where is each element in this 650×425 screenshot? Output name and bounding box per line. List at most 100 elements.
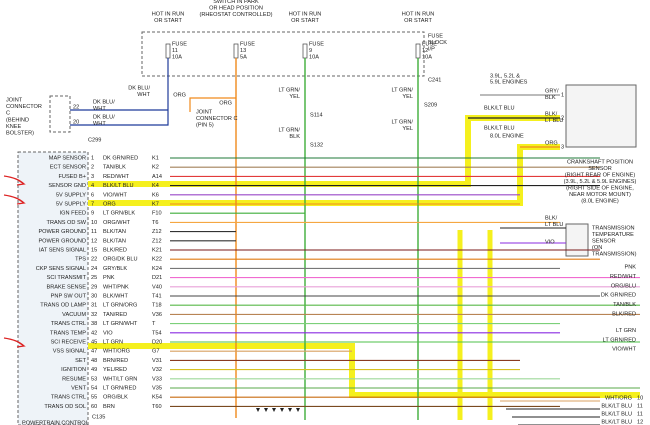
circuit-id: K2 bbox=[152, 165, 159, 171]
circuit-id: T60 bbox=[152, 404, 162, 410]
circuit-id: D20 bbox=[152, 339, 162, 345]
arrow bbox=[264, 408, 268, 412]
label: SENSOR bbox=[588, 166, 612, 172]
circuit-id: V33 bbox=[152, 376, 162, 382]
pin-number: 1 bbox=[561, 92, 564, 98]
circuit-id: V36 bbox=[152, 312, 162, 318]
pin-number: 12 bbox=[91, 238, 97, 244]
label: FUSE bbox=[422, 41, 437, 47]
pin-function: RESUME bbox=[62, 376, 86, 382]
pin-number: 2 bbox=[561, 115, 564, 121]
wire-color: VIO/WHT bbox=[103, 192, 128, 198]
pin-function: ECT SENSOR bbox=[50, 165, 86, 171]
label: (BEHIND bbox=[6, 117, 29, 123]
label: (RHEOSTAT CONTROLLED) bbox=[199, 12, 272, 18]
pin-number: 9 bbox=[91, 211, 94, 217]
label: C bbox=[6, 110, 10, 116]
wire-color: ORG/BLU bbox=[611, 283, 636, 289]
wire-color: WHT/ORG bbox=[605, 395, 632, 401]
pin-function: CKP SENS SIGNAL bbox=[36, 266, 86, 272]
pin-function: TRANS OD SOL bbox=[44, 404, 86, 410]
pin-number: 12 bbox=[637, 419, 643, 425]
wire-color: ORG/BLK bbox=[103, 395, 128, 401]
label: FUSE bbox=[172, 41, 187, 47]
circuit-id: V40 bbox=[152, 284, 162, 290]
pin-number: 1 bbox=[91, 155, 94, 161]
label: DK BLU/ bbox=[128, 85, 150, 91]
fuse bbox=[302, 43, 308, 59]
label: BOLSTER) bbox=[6, 130, 34, 136]
label: ORG bbox=[219, 100, 232, 106]
pin-number: 55 bbox=[91, 395, 97, 401]
wire-color: BLK/WHT bbox=[103, 293, 128, 299]
label: 8.0L ENGINE bbox=[490, 133, 524, 139]
label: CRANKSHAFT POSITION bbox=[567, 159, 633, 165]
label: DK BLU/ bbox=[93, 114, 115, 120]
label: BLK/LT BLU bbox=[484, 105, 515, 111]
pin-function: POWER GROUND bbox=[38, 238, 86, 244]
pin-function: TRANS CTRL bbox=[51, 321, 86, 327]
tts-sensor bbox=[565, 223, 589, 257]
arrow bbox=[288, 408, 292, 412]
label: LT GRN/ bbox=[391, 87, 413, 93]
pin-function: TRANS TEMP bbox=[50, 330, 86, 336]
label: YEL bbox=[402, 94, 413, 100]
pin-number: 15 bbox=[91, 247, 97, 253]
pin-function: IAT SENS SIGNAL bbox=[39, 247, 86, 253]
label: (RIGHT SIDE OF ENGINE, bbox=[566, 185, 634, 191]
circuit-id: T54 bbox=[152, 330, 162, 336]
circuit-id: K1 bbox=[152, 155, 159, 161]
pin-number: 10 bbox=[91, 220, 97, 226]
label: 13 bbox=[240, 48, 246, 54]
connector-label: C241 bbox=[428, 77, 441, 83]
label: FUSE bbox=[428, 33, 443, 39]
pin-function: VACUUM bbox=[62, 312, 86, 318]
label: DK BLU/ bbox=[93, 99, 115, 105]
fuse bbox=[165, 43, 171, 59]
wire-color: WHT/PNK bbox=[103, 284, 129, 290]
arrow bbox=[272, 408, 276, 412]
label: OR START bbox=[154, 18, 182, 24]
pin-number: 53 bbox=[91, 376, 97, 382]
label: WHT bbox=[93, 106, 106, 112]
label: HOT IN RUN bbox=[289, 11, 322, 17]
pin-number: 2 bbox=[91, 165, 94, 171]
pin-number: 60 bbox=[91, 404, 97, 410]
wire-color: VIO bbox=[103, 330, 113, 336]
circuit-id: K22 bbox=[152, 257, 162, 263]
label: S132 bbox=[310, 142, 323, 148]
circuit-id: V31 bbox=[152, 358, 162, 364]
pin-function: PNP SW OUT bbox=[51, 293, 87, 299]
circuit-id: T41 bbox=[152, 293, 162, 299]
wire-color: LT GRN bbox=[103, 339, 123, 345]
label: CONNECTOR bbox=[6, 104, 42, 110]
circuit-id: T18 bbox=[152, 303, 162, 309]
circuit-id: G7 bbox=[152, 349, 159, 355]
label: (8.0L ENGINE) bbox=[581, 198, 619, 204]
label: LT GRN/ bbox=[278, 127, 300, 133]
label: S209 bbox=[424, 102, 437, 108]
pin-number: 4 bbox=[91, 183, 94, 189]
wire-color: RED/WHT bbox=[610, 274, 637, 280]
circuit-id: T6 bbox=[152, 220, 159, 226]
label: HOT IN RUN bbox=[152, 11, 185, 17]
fuse bbox=[415, 43, 421, 59]
label: 10A bbox=[422, 54, 432, 60]
circuit-id: F10 bbox=[152, 211, 162, 217]
pin-function: SET bbox=[75, 358, 86, 364]
wire-color: BLK/LT BLU bbox=[601, 411, 632, 417]
wire-color: LT GRN/ORG bbox=[103, 303, 137, 309]
hand-arrow bbox=[3, 175, 26, 186]
label: 9 bbox=[309, 48, 312, 54]
wire-color: DK GRN/RED bbox=[601, 293, 636, 299]
label: S114 bbox=[310, 112, 323, 118]
label: OR HEAD POSITION bbox=[209, 5, 263, 11]
circuit-id: K7 bbox=[152, 201, 159, 207]
fuse bbox=[233, 43, 239, 59]
wire-color: BLK/LT BLU bbox=[601, 403, 632, 409]
connector-label: C135 bbox=[92, 414, 105, 420]
wires bbox=[3, 43, 640, 425]
wire-color: GRY/BLK bbox=[103, 266, 127, 272]
